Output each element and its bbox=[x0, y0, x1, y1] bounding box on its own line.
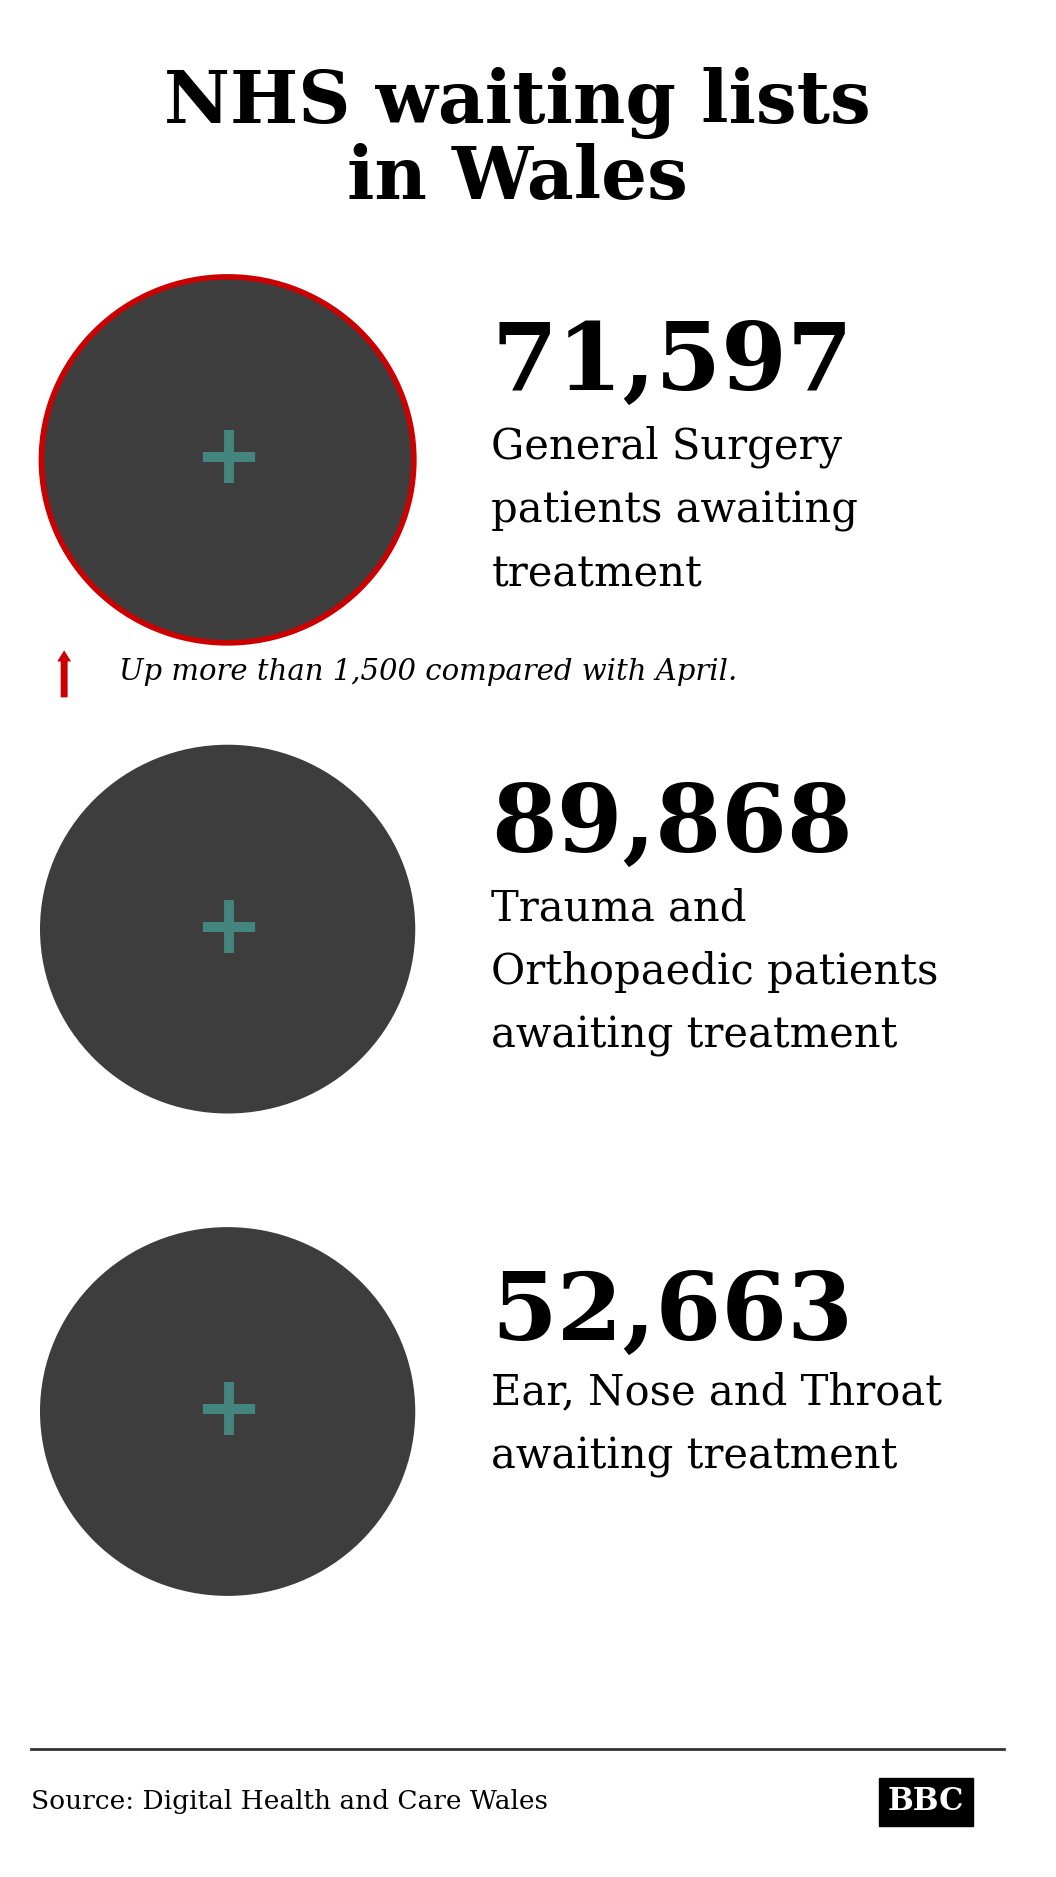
Text: NHS waiting lists: NHS waiting lists bbox=[164, 68, 871, 139]
Text: Up more than 1,500 compared with April.: Up more than 1,500 compared with April. bbox=[119, 659, 737, 685]
Text: awaiting treatment: awaiting treatment bbox=[491, 1015, 898, 1057]
Ellipse shape bbox=[41, 278, 414, 642]
FancyArrowPatch shape bbox=[57, 649, 71, 698]
Text: treatment: treatment bbox=[491, 554, 702, 595]
Ellipse shape bbox=[41, 1229, 414, 1595]
Text: patients awaiting: patients awaiting bbox=[491, 490, 859, 531]
Text: +: + bbox=[192, 888, 263, 970]
Text: General Surgery: General Surgery bbox=[491, 426, 843, 467]
Text: in Wales: in Wales bbox=[346, 143, 687, 214]
Text: Trauma and: Trauma and bbox=[491, 888, 747, 929]
Text: 52,663: 52,663 bbox=[491, 1269, 853, 1359]
Text: BBC: BBC bbox=[888, 1787, 964, 1817]
Text: awaiting treatment: awaiting treatment bbox=[491, 1436, 898, 1477]
Text: 89,868: 89,868 bbox=[491, 781, 853, 871]
Ellipse shape bbox=[41, 747, 414, 1111]
Text: Source: Digital Health and Care Wales: Source: Digital Health and Care Wales bbox=[31, 1789, 548, 1815]
Text: +: + bbox=[192, 419, 263, 501]
Text: 71,597: 71,597 bbox=[491, 319, 853, 409]
Text: Orthopaedic patients: Orthopaedic patients bbox=[491, 952, 939, 993]
Text: +: + bbox=[192, 1370, 263, 1453]
Text: Ear, Nose and Throat: Ear, Nose and Throat bbox=[491, 1372, 942, 1413]
